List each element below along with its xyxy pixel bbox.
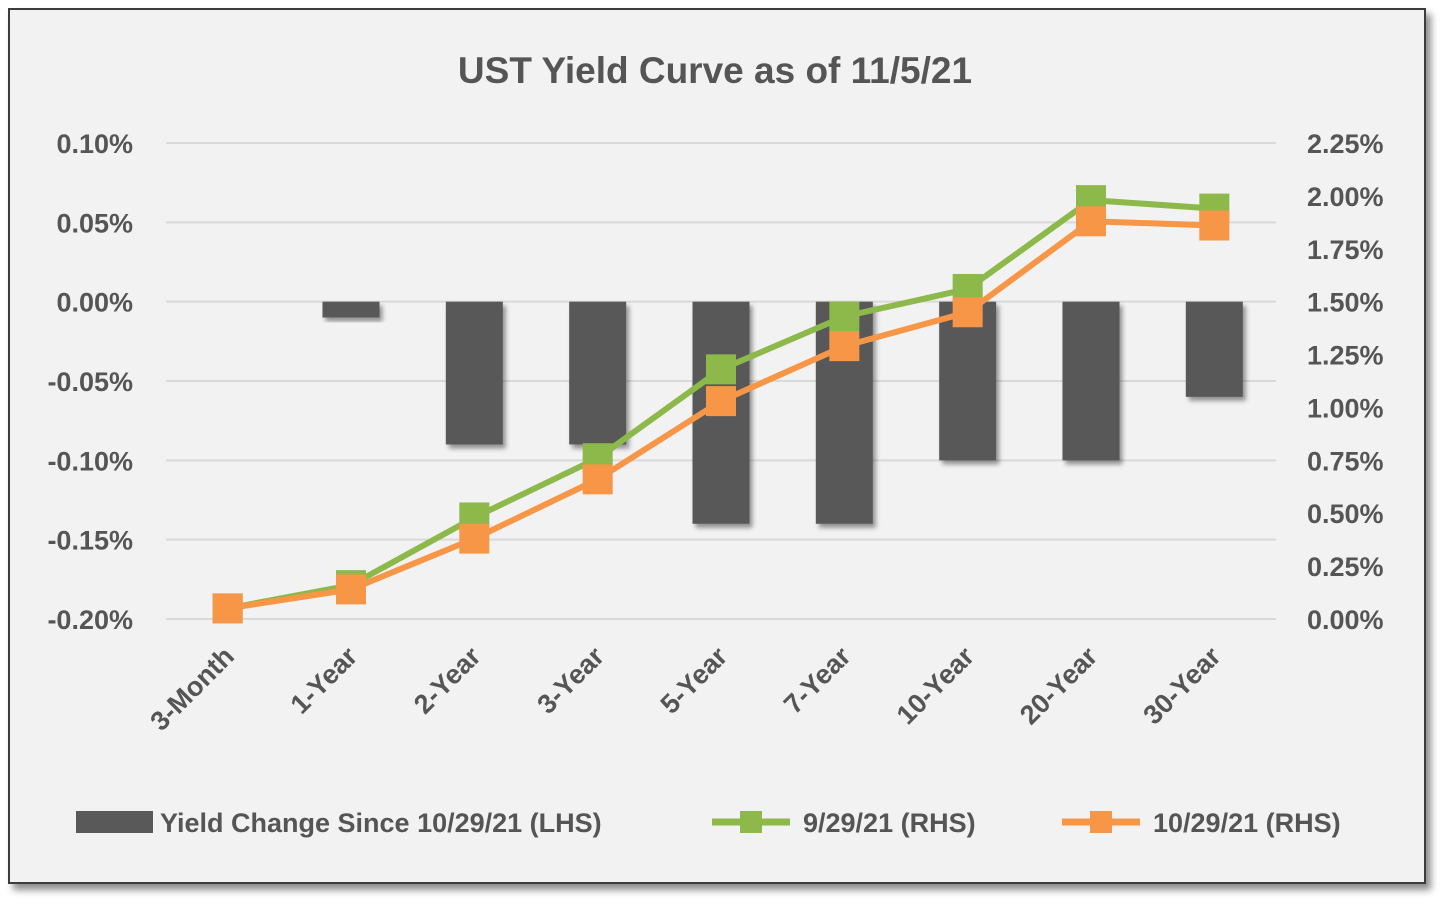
legend-swatch-bar [76, 811, 153, 833]
right-tick-label: 0.50% [1307, 499, 1384, 529]
left-tick-label: -0.10% [47, 446, 133, 476]
legend-label-green: 9/29/21 (RHS) [803, 808, 976, 838]
marker-orange-3-month [212, 593, 243, 624]
left-tick-label: 0.00% [56, 288, 133, 318]
bar-20-year [1062, 301, 1120, 461]
right-tick-label: 1.25% [1307, 341, 1384, 371]
bar-10-year [939, 301, 997, 461]
right-tick-label: 0.75% [1307, 446, 1384, 476]
line-series [212, 185, 1230, 624]
x-tick-label: 3-Month [144, 641, 239, 736]
marker-orange-30-year [1199, 210, 1230, 241]
bar-30-year [1185, 301, 1243, 397]
marker-green-5-year [706, 354, 736, 385]
marker-orange-7-year [829, 331, 860, 362]
x-tick-label: 3-Year [531, 641, 610, 720]
left-tick-label: -0.05% [47, 367, 133, 397]
legend-marker-green [740, 811, 762, 833]
legend: Yield Change Since 10/29/21 (LHS) 9/29/2… [76, 808, 1341, 838]
x-tick-label: 10-Year [891, 641, 981, 731]
right-axis-ticks: 2.25% 2.00% 1.75% 1.50% 1.25% 1.00% 0.75% 0.50%… [1307, 129, 1384, 635]
bar-1-year [322, 301, 380, 318]
legend-label-orange: 10/29/21 (RHS) [1153, 808, 1341, 838]
left-axis-ticks: 0.10% 0.05% 0.00% -0.05% -0.10% -0.15% -0.20% [47, 129, 133, 635]
x-tick-label: 7-Year [778, 641, 857, 720]
left-tick-label: 0.05% [56, 208, 133, 238]
x-tick-label: 2-Year [408, 641, 487, 720]
marker-orange-5-year [706, 386, 736, 417]
marker-orange-3-year [582, 464, 613, 495]
x-tick-label: 1-Year [285, 641, 364, 720]
marker-orange-10-year [952, 297, 983, 328]
legend-marker-orange [1090, 811, 1112, 833]
x-axis-ticks: 3-Month 1-Year 2-Year 3-Year 5-Year 7-Year 10-… [144, 641, 1226, 737]
marker-orange-20-year [1076, 206, 1106, 237]
bar-series [322, 301, 1243, 524]
legend-label-bar: Yield Change Since 10/29/21 (LHS) [160, 808, 602, 838]
x-tick-label: 20-Year [1014, 641, 1104, 731]
bar-2-year [445, 301, 503, 445]
left-tick-label: -0.15% [47, 526, 133, 556]
right-tick-label: 1.75% [1307, 235, 1384, 265]
bar-3-year [569, 301, 627, 445]
left-tick-label: -0.20% [47, 605, 133, 635]
marker-green-7-year [829, 301, 860, 332]
chart-title: UST Yield Curve as of 11/5/21 [458, 50, 972, 91]
right-tick-label: 2.25% [1307, 129, 1384, 159]
right-tick-label: 0.00% [1307, 605, 1384, 635]
x-tick-label: 5-Year [655, 641, 734, 720]
right-tick-label: 1.50% [1307, 288, 1384, 318]
marker-orange-1-year [336, 574, 366, 605]
right-tick-label: 2.00% [1307, 182, 1384, 212]
right-tick-label: 1.00% [1307, 393, 1384, 423]
right-tick-label: 0.25% [1307, 552, 1384, 582]
marker-orange-2-year [459, 523, 490, 554]
x-tick-label: 30-Year [1137, 641, 1227, 731]
left-tick-label: 0.10% [56, 129, 133, 159]
